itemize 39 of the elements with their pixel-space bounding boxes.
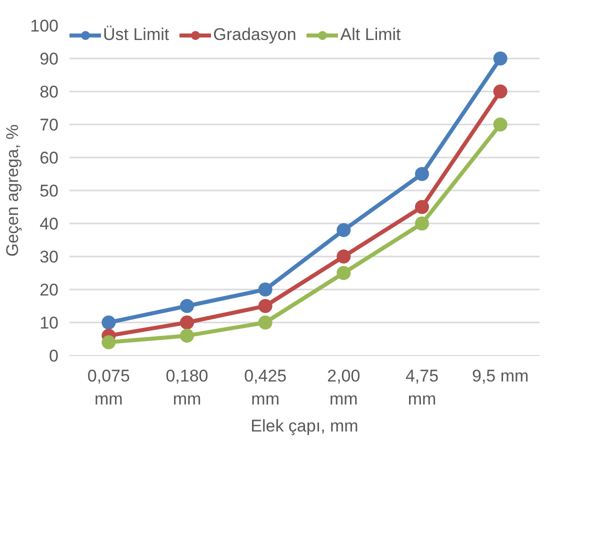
legend-label: Üst Limit xyxy=(103,25,170,45)
y-tick-label: 100 xyxy=(30,16,59,36)
y-tick-label: 40 xyxy=(40,214,59,234)
point xyxy=(180,299,194,313)
x-tick-label: 9,5 mm xyxy=(472,366,529,386)
y-axis-title: Geçen agrega, % xyxy=(3,124,22,257)
y-tick-label: 50 xyxy=(40,182,59,200)
legend-label: Gradasyon xyxy=(213,25,296,45)
y-tick-label: 70 xyxy=(40,116,59,134)
point xyxy=(336,250,351,264)
point xyxy=(102,335,116,350)
point xyxy=(258,316,272,330)
legend-label: Alt Limit xyxy=(340,25,401,45)
x-tick-label: 0,180 mm xyxy=(166,366,208,408)
point xyxy=(336,223,351,238)
point xyxy=(258,282,272,296)
y-tick-label: 20 xyxy=(40,280,59,300)
point xyxy=(180,316,194,330)
y-tick-label: 80 xyxy=(40,82,59,102)
x-axis-title: Elek çapı, mm xyxy=(250,416,358,436)
point xyxy=(415,167,429,181)
point xyxy=(415,216,429,230)
y-tick-label: 10 xyxy=(40,314,59,332)
x-tick-label: 0,425 mm xyxy=(244,366,287,408)
point xyxy=(336,266,351,280)
point xyxy=(102,316,116,330)
point xyxy=(493,84,508,98)
y-tick-label: 60 xyxy=(40,148,59,168)
point xyxy=(493,52,508,66)
x-tick-label: 4,75 mm xyxy=(405,366,439,408)
point xyxy=(415,200,429,214)
y-tick-label: 30 xyxy=(40,248,59,266)
x-tick-label: 2,00 mm xyxy=(327,366,360,408)
point xyxy=(493,118,508,132)
point xyxy=(180,328,194,343)
y-tick-label: 90 xyxy=(40,50,59,68)
point xyxy=(258,299,272,313)
x-tick-label: 0,075 mm xyxy=(87,366,130,408)
y-tick-label: 0 xyxy=(49,346,59,366)
